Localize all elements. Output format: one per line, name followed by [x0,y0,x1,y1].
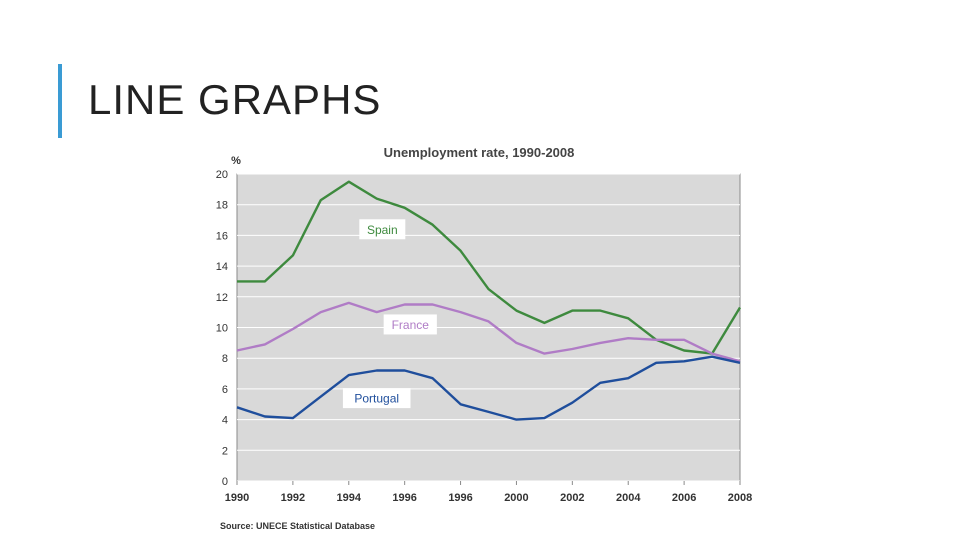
series-line-france [236,301,741,363]
x-tick-label: 1996 [448,492,472,504]
series-line-portugal [236,355,741,421]
slide-title: LINE GRAPHS [88,76,382,123]
series-label-box [342,388,411,409]
chart-title: Unemployment rate, 1990-2008 [384,145,575,160]
series-label-box [359,219,406,240]
x-tick-label: 1992 [281,492,305,504]
x-tick-label: 1996 [392,492,416,504]
y-tick-label: 18 [216,200,228,212]
y-tick-label: 6 [222,384,228,396]
series-label-spain: Spain [367,223,398,237]
y-tick-label: 14 [216,261,228,273]
y-tick-label: 16 [216,230,228,242]
y-unit-label: % [231,155,241,167]
x-tick-label: 2008 [728,492,752,504]
chart-source: Source: UNECE Statistical Database [220,521,375,531]
y-tick-label: 8 [222,353,228,365]
y-tick-label: 12 [216,292,228,304]
title-accent-bar [58,64,62,138]
x-tick-label: 1994 [337,492,362,504]
y-tick-label: 0 [222,476,228,488]
x-tick-label: 2004 [616,492,641,504]
y-tick-label: 10 [216,323,228,335]
x-tick-label: 1990 [225,492,249,504]
y-tick-label: 4 [222,415,228,427]
y-tick-label: 20 [216,169,228,181]
series-label-portugal: Portugal [354,392,399,406]
series-label-france: France [392,318,430,332]
x-tick-label: 2000 [504,492,528,504]
x-tick-label: 2002 [560,492,584,504]
y-tick-label: 2 [222,445,228,457]
x-tick-label: 2006 [672,492,696,504]
series-label-box [383,314,437,335]
